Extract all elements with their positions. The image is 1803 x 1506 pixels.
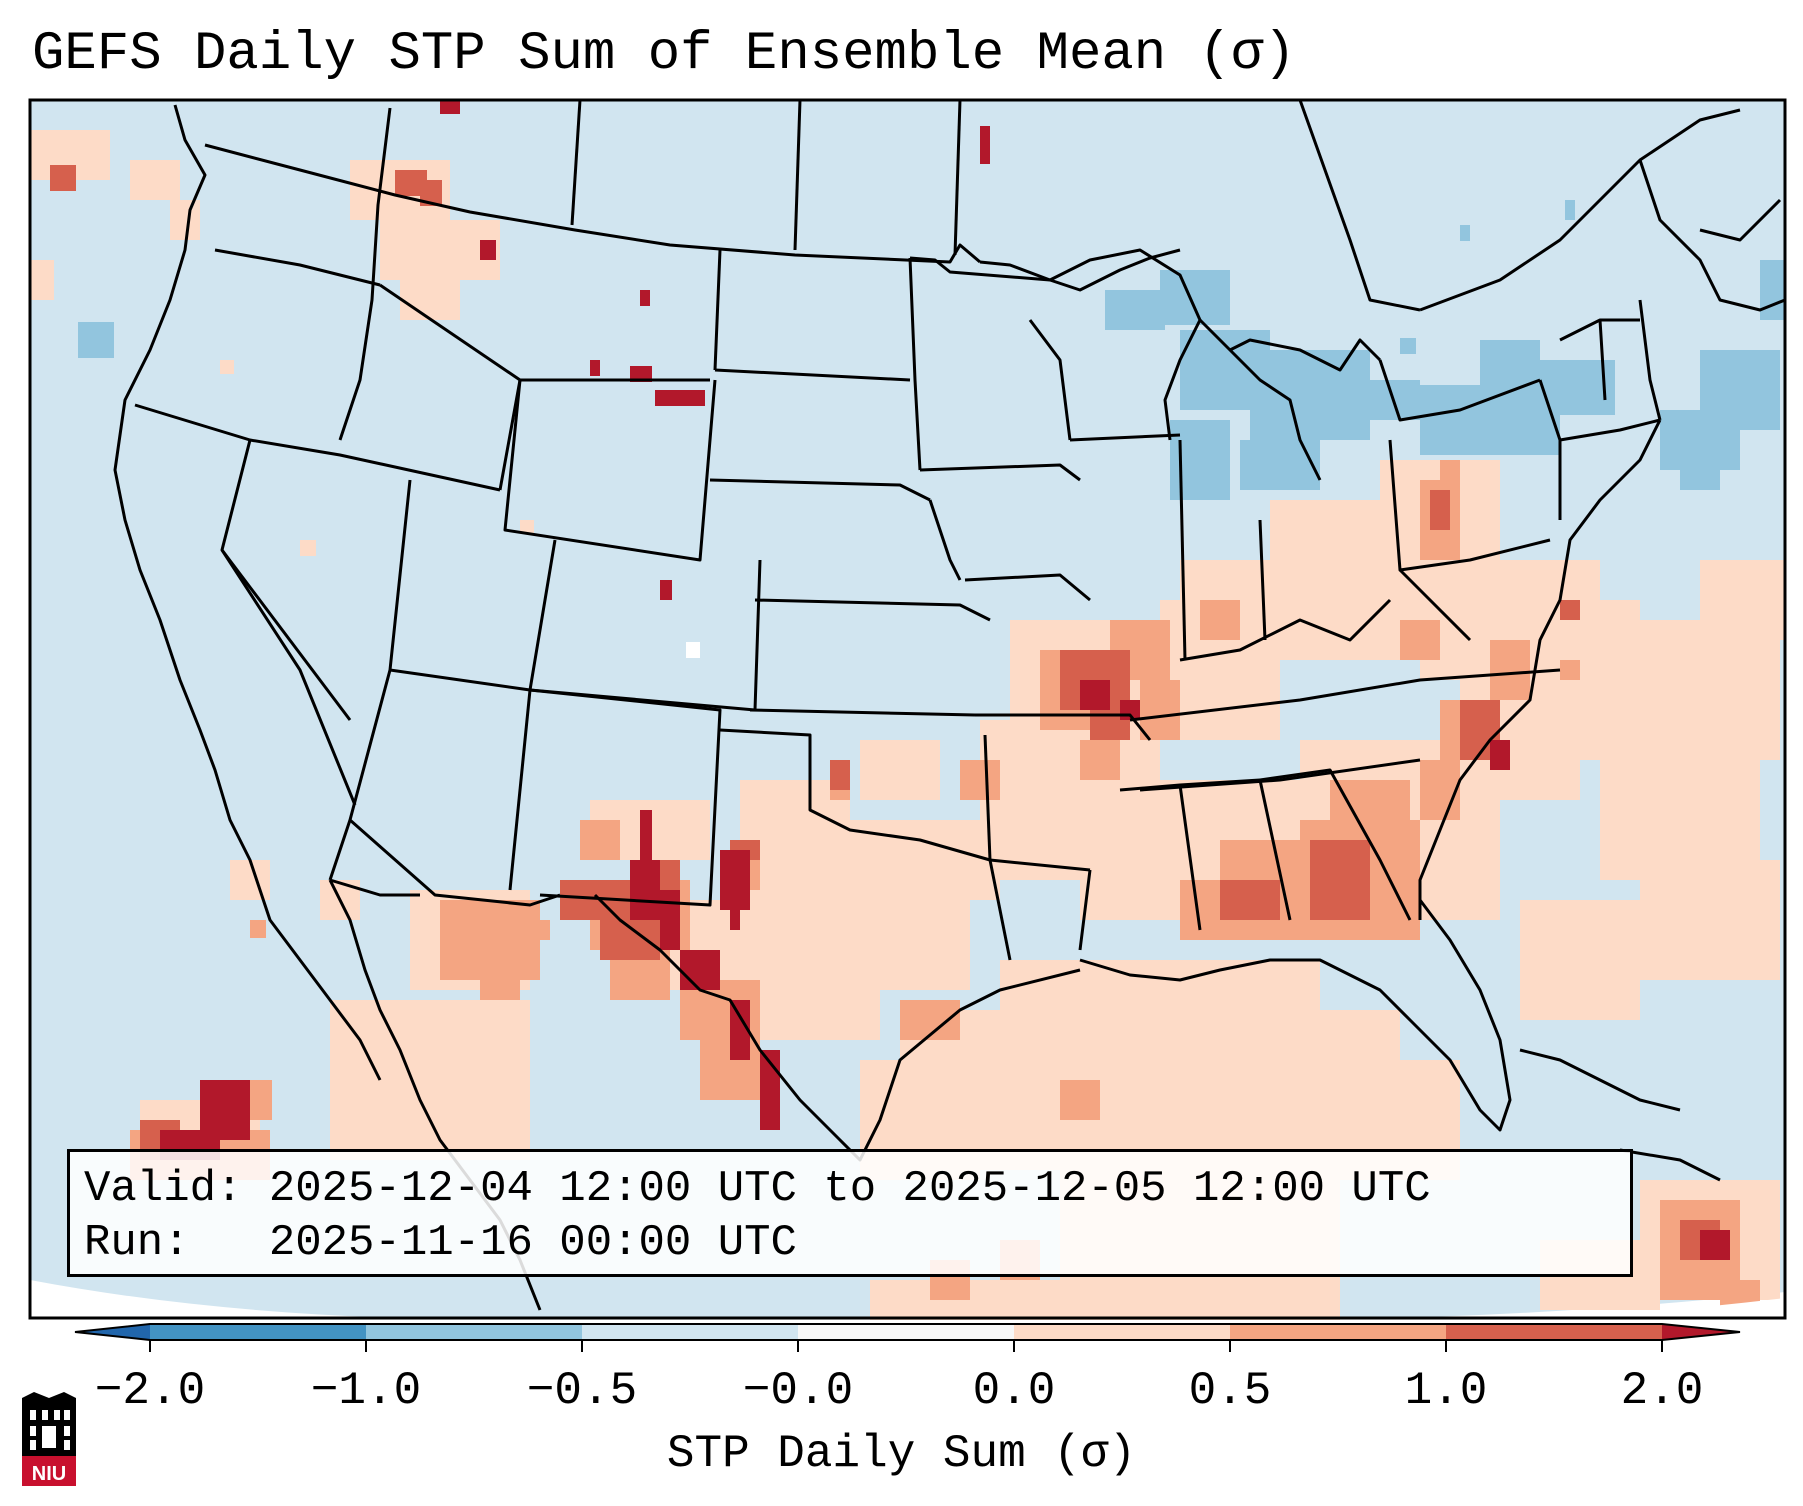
run-label: Run: xyxy=(84,1218,190,1268)
state-boundaries xyxy=(113,100,1785,1311)
negative-anomaly-cells xyxy=(78,200,1785,837)
valid-label: Valid: xyxy=(84,1164,243,1214)
colorbar-bin xyxy=(1446,1324,1662,1340)
colorbar-bin xyxy=(1014,1324,1230,1340)
colorbar-bin xyxy=(582,1324,798,1340)
colorbar-tick-label: 1.0 xyxy=(1404,1365,1488,1417)
colorbar xyxy=(74,1323,1741,1352)
valid-line: Valid: 2025-12-04 12:00 UTC to 2025-12-0… xyxy=(84,1164,1431,1214)
colorbar-tick-label: −1.0 xyxy=(310,1365,422,1417)
colorbar-bin xyxy=(150,1324,366,1340)
niu-logo: NIU xyxy=(22,1392,76,1486)
colorbar-tick-label: 0.0 xyxy=(972,1365,1056,1417)
run-text: 2025-11-16 00:00 UTC xyxy=(268,1218,797,1268)
colorbar-bin xyxy=(366,1324,582,1340)
colorbar-tick-label: −0.5 xyxy=(526,1365,638,1417)
colorbar-over-arrow xyxy=(1662,1324,1740,1340)
map-border xyxy=(28,98,1787,1320)
colorbar-tick-label: −2.0 xyxy=(94,1365,206,1417)
colorbar-under-arrow xyxy=(75,1324,150,1340)
near-zero-cell xyxy=(686,642,700,658)
colorbar-bin xyxy=(1230,1324,1446,1340)
colorbar-bin xyxy=(798,1324,1014,1340)
colorbar-label: STP Daily Sum (σ) xyxy=(666,1428,1137,1480)
colorbar-tick-label: 2.0 xyxy=(1620,1365,1704,1417)
colorbar-tick-label: −0.0 xyxy=(742,1365,854,1417)
valid-run-infobox: Valid: 2025-12-04 12:00 UTC to 2025-12-0… xyxy=(67,1149,1633,1277)
valid-text: 2025-12-04 12:00 UTC to 2025-12-05 12:00… xyxy=(268,1164,1431,1214)
colorbar-tick-label: 0.5 xyxy=(1188,1365,1272,1417)
chart-title: GEFS Daily STP Sum of Ensemble Mean (σ) xyxy=(32,24,1296,85)
logo-text: NIU xyxy=(32,1463,66,1485)
run-line: Run: 2025-11-16 00:00 UTC xyxy=(84,1218,797,1268)
